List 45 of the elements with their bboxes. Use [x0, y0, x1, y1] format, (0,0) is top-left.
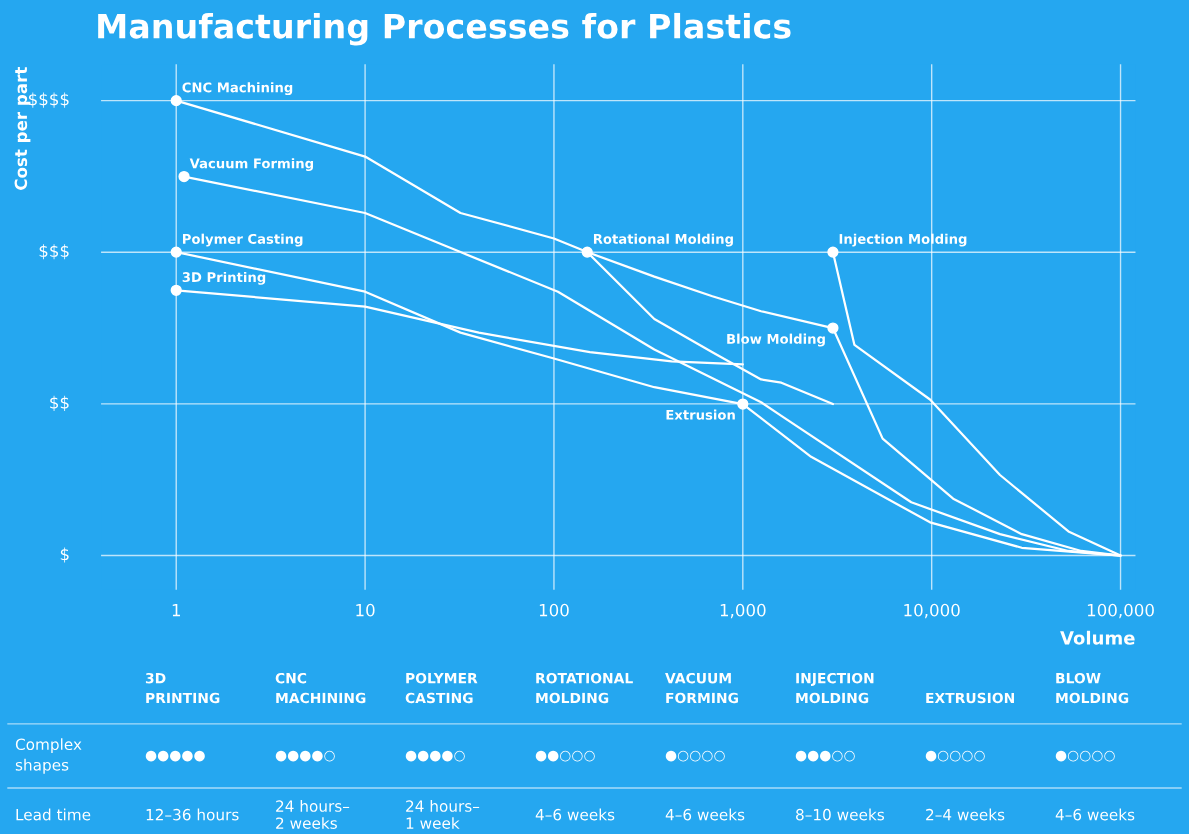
text: ●●●●○	[275, 750, 335, 762]
text: 4–6 weeks	[1055, 808, 1135, 821]
text: 24 hours–2 weeks	[276, 800, 350, 829]
x-tick-label: 10	[356, 603, 375, 617]
text: ●●●●●	[145, 750, 205, 762]
text: $	[60, 547, 69, 563]
text: ●●●○○	[795, 750, 855, 762]
text: 24 hours–1 week	[406, 800, 480, 829]
x-tick-label: 10,000	[904, 603, 960, 619]
category-label: Complex shapes	[15, 738, 82, 774]
text: $$$	[39, 244, 69, 260]
text: ●●○○○	[535, 750, 595, 762]
series-label: Rotational Molding	[593, 233, 733, 247]
text: $$	[50, 395, 69, 411]
category-label: 3D PRINTING	[145, 672, 220, 704]
category-label: BLOW MOLDING	[1056, 672, 1129, 704]
series-label: CNC Machining	[182, 82, 293, 96]
text: $$$$	[29, 92, 69, 108]
x-tick-label: 100,000	[1087, 603, 1154, 619]
text: 2–4 weeks	[926, 808, 1005, 821]
category-label: EXTRUSION	[926, 692, 1014, 704]
series-label: Extrusion	[666, 409, 735, 420]
y-axis-title: Cost per part	[14, 67, 31, 190]
x-tick-label: 1,000	[720, 603, 766, 619]
text: ●○○○○	[665, 750, 725, 762]
text: ●●●●○	[405, 750, 465, 762]
category-label: INJECTION MOLDING	[796, 672, 874, 704]
series-label: 3D Printing	[182, 271, 266, 285]
x-tick-label: 1	[172, 604, 180, 617]
chart-title: Manufacturing Processes for Plastics	[98, 12, 791, 46]
text: 12–36 hours	[146, 808, 239, 821]
category-label: VACUUM FORMING	[665, 672, 738, 704]
series-label: Vacuum Forming	[189, 158, 313, 172]
text: 4–6 weeks	[535, 808, 615, 821]
text: ●○○○○	[925, 750, 985, 762]
text: 4–6 weeks	[665, 808, 745, 821]
category-label: Lead time	[16, 808, 91, 821]
category-label: ROTATIONAL MOLDING	[536, 672, 633, 704]
text: ●○○○○	[1055, 750, 1115, 762]
x-axis-title: Volume	[1060, 630, 1135, 645]
series-label: Polymer Casting	[182, 233, 303, 247]
x-tick-label: 100	[539, 603, 569, 617]
category-label: CNC MACHINING	[275, 672, 366, 704]
category-label: POLYMER CASTING	[405, 672, 478, 704]
text: 8–10 weeks	[796, 808, 885, 821]
